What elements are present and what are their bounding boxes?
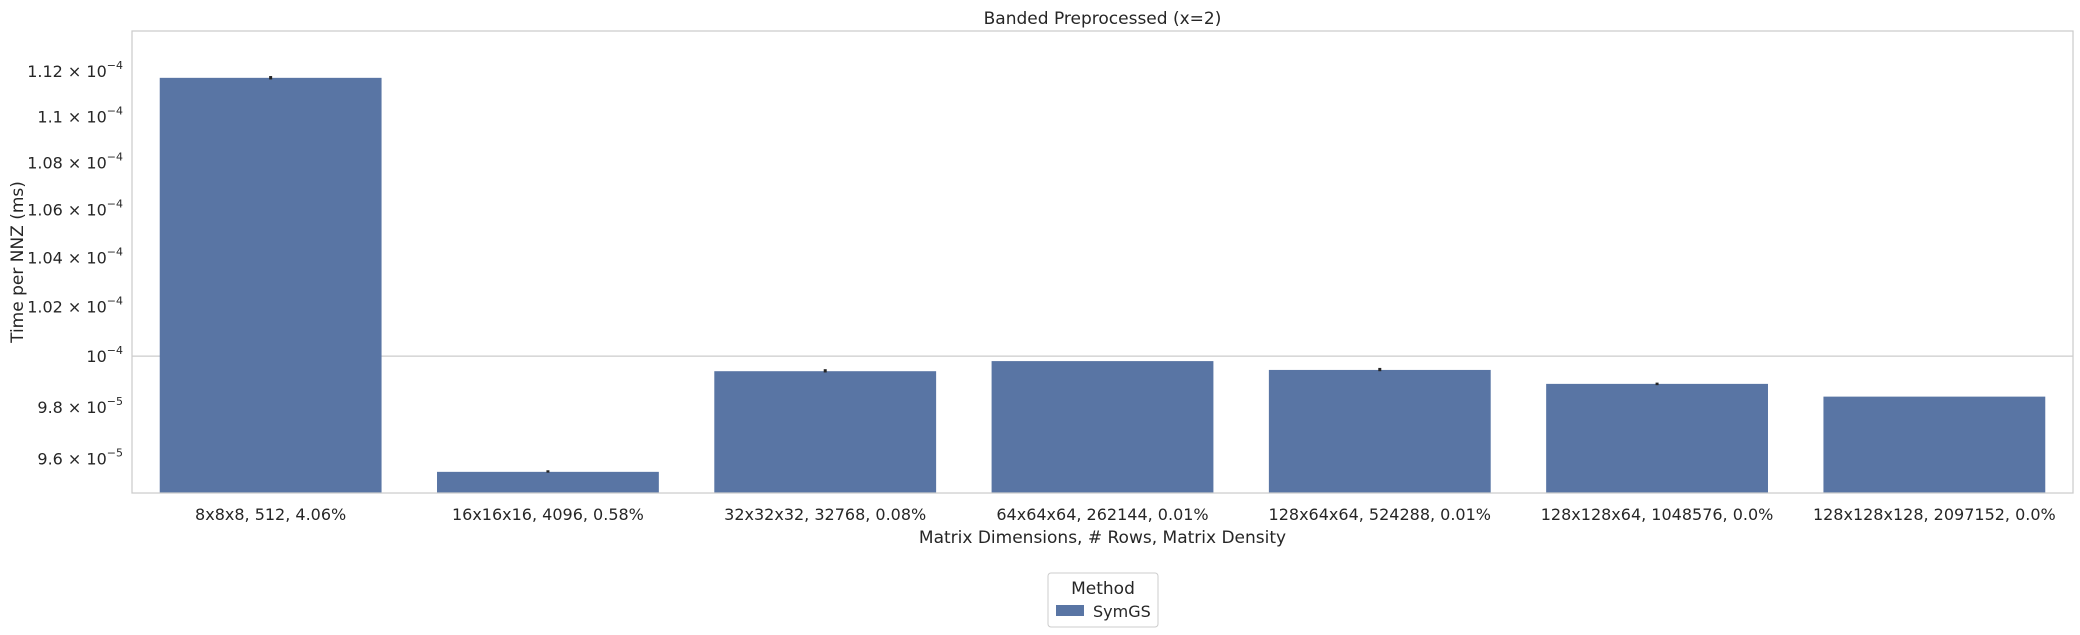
bar-2: [714, 371, 937, 493]
bar-1: [437, 471, 659, 493]
bar-6: [1823, 396, 2046, 493]
bar-4: [1268, 369, 1491, 493]
y-tick-label: 1.12 × 10−4: [27, 59, 123, 81]
y-tick-label: 1.04 × 10−4: [27, 245, 123, 267]
legend-entry-label: SymGS: [1093, 602, 1151, 621]
x-tick-label: 128x128x128, 2097152, 0.0%: [1813, 505, 2056, 524]
x-axis-label: Matrix Dimensions, # Rows, Matrix Densit…: [919, 528, 1286, 548]
y-tick-labels: 9.6 × 10−5 9.8 × 10−5 10−4 1.02 × 10−4 1.04 …: [27, 59, 123, 469]
bars: [159, 77, 2046, 494]
x-tick-label: 8x8x8, 512, 4.06%: [195, 505, 346, 524]
x-tick-label: 64x64x64, 262144, 0.01%: [996, 505, 1208, 524]
x-tick-labels: 8x8x8, 512, 4.06% 16x16x16, 4096, 0.58% 32…: [195, 505, 2056, 524]
error-bars: [269, 76, 1659, 473]
y-tick-label: 9.8 × 10−5: [37, 395, 123, 417]
y-tick-label: 1.02 × 10−4: [27, 294, 123, 316]
y-tick-label: 1.06 × 10−4: [27, 198, 123, 220]
legend-title: Method: [1071, 579, 1135, 599]
x-tick-label: 32x32x32, 32768, 0.08%: [724, 505, 926, 524]
y-axis-label: Time per NNZ (ms): [8, 181, 28, 344]
y-tick-label: 1.1 × 10−4: [37, 104, 123, 126]
legend: Method SymGS: [1047, 572, 1159, 628]
bar-5: [1546, 383, 1768, 493]
x-tick-label: 128x64x64, 524288, 0.01%: [1269, 505, 1491, 524]
chart-title: Banded Preprocessed (x=2): [984, 9, 1222, 29]
axes-frame: [131, 30, 2074, 494]
y-tick-label: 10−4: [86, 344, 123, 366]
bar-0: [159, 77, 382, 494]
x-tick-label: 16x16x16, 4096, 0.58%: [452, 505, 644, 524]
legend-swatch: [1056, 605, 1084, 616]
y-tick-label: 9.6 × 10−5: [37, 447, 123, 469]
y-tick-label: 1.08 × 10−4: [27, 151, 123, 173]
x-tick-label: 128x128x64, 1048576, 0.0%: [1541, 505, 1774, 524]
bar-3: [991, 361, 1214, 493]
